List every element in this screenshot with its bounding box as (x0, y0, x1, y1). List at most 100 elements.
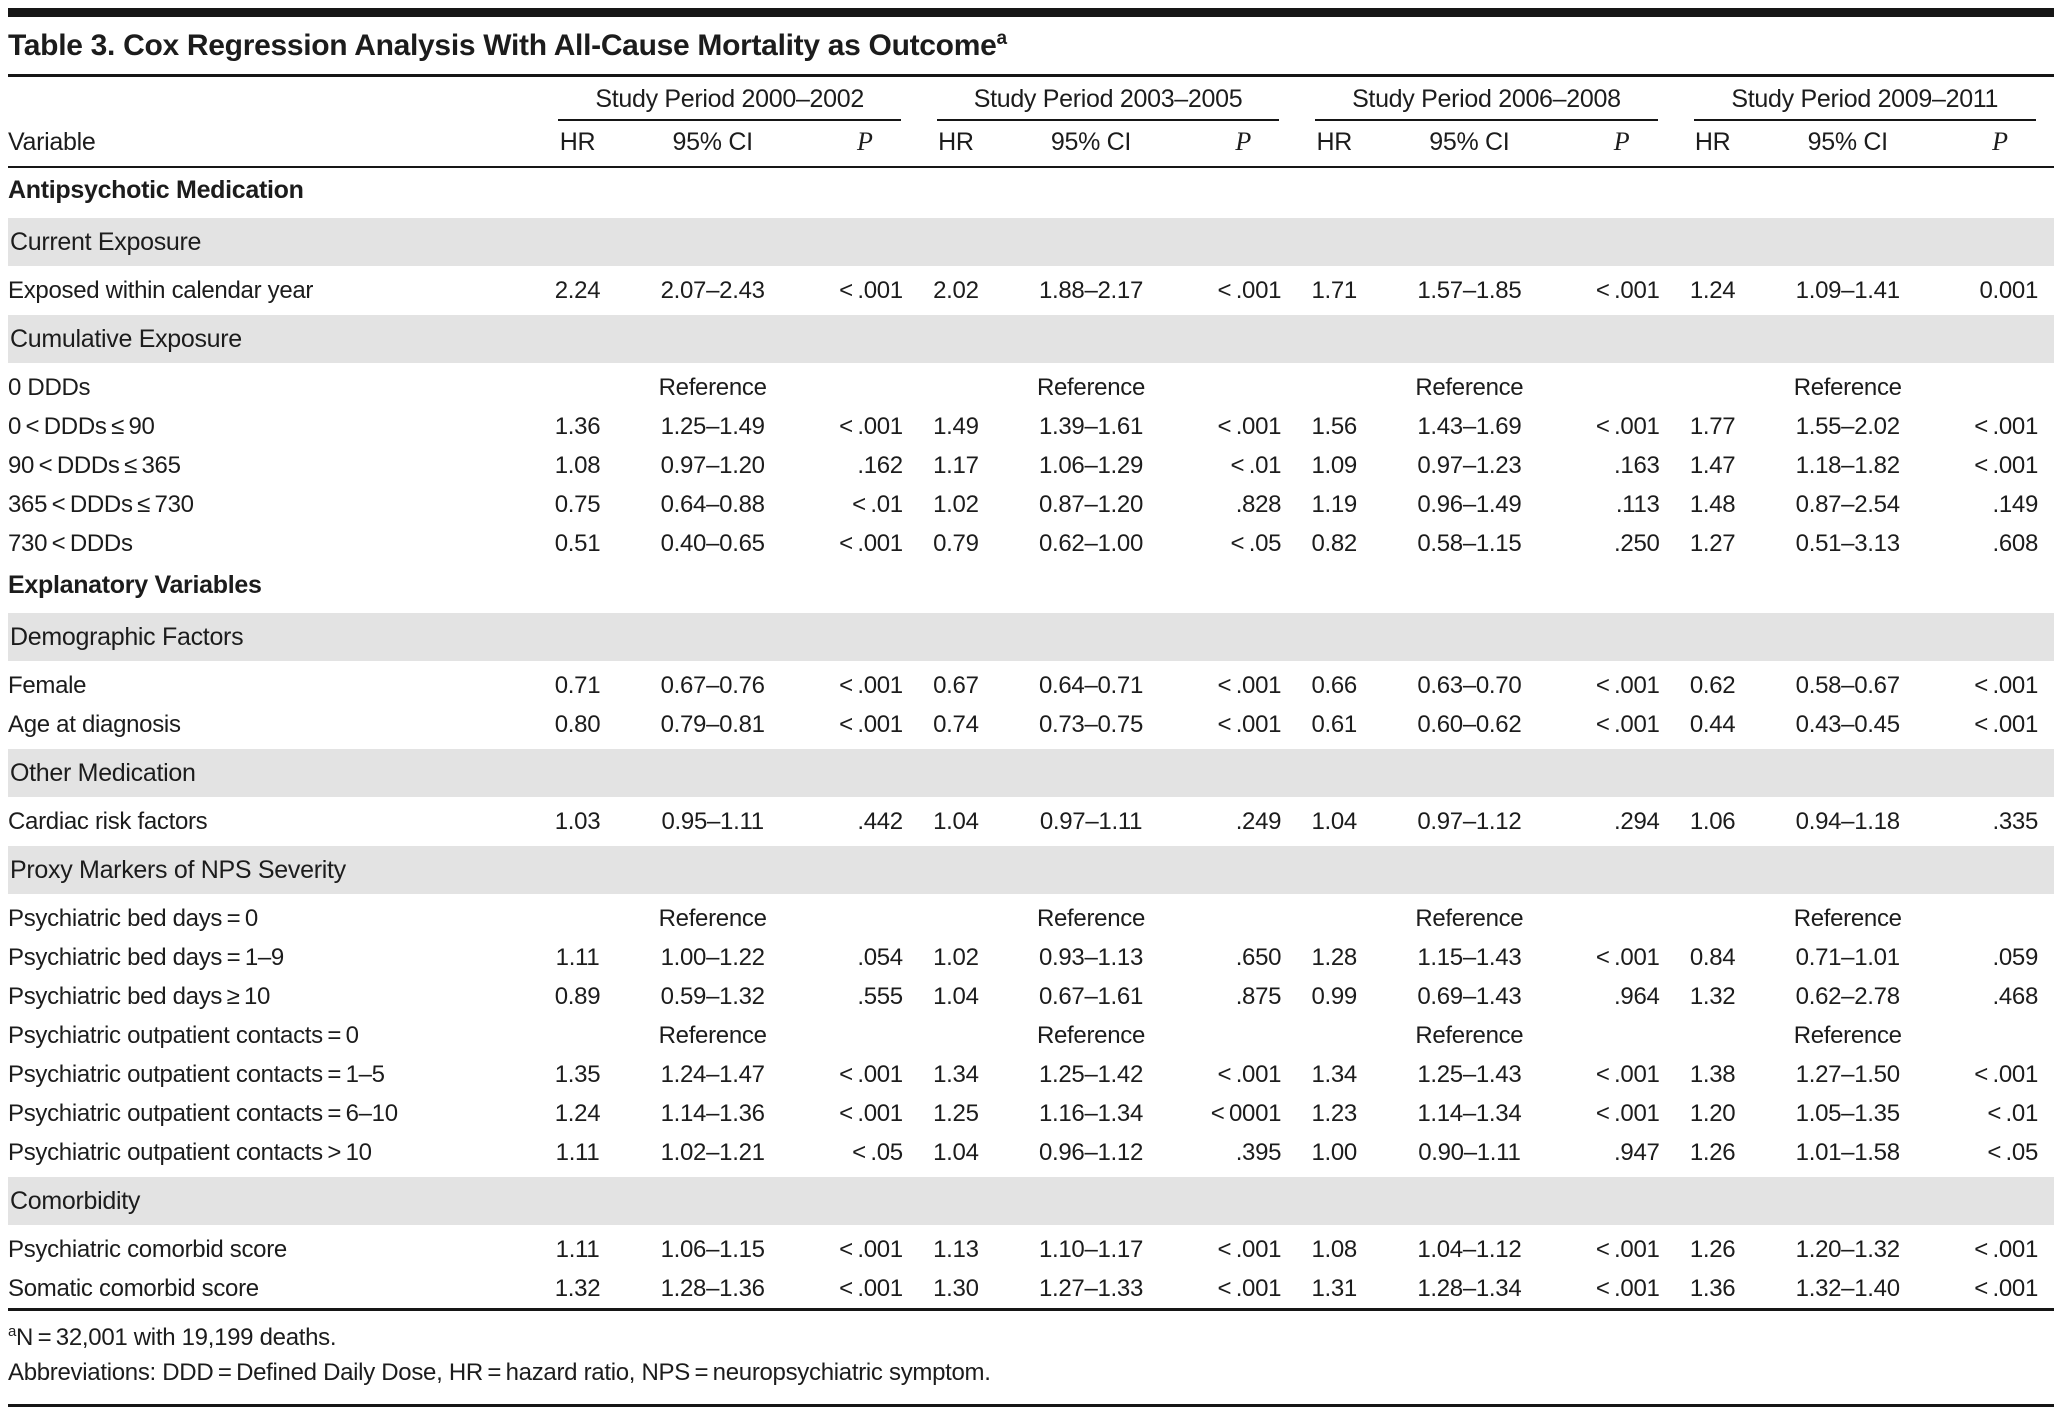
variable-label: Psychiatric outpatient contacts = 0 (8, 1021, 359, 1049)
table-row: Psychiatric comorbid score 1.11 1.06–1.15 <… (8, 1228, 2054, 1270)
cell-ci: 1.05–1.35 (1795, 1099, 1900, 1127)
cell-p: .395 (1235, 1138, 1282, 1166)
table-title-text: Table 3. Cox Regression Analysis With Al… (8, 29, 997, 62)
cell-p: 0.001 (1979, 276, 2038, 304)
cell-p: < .001 (1595, 1099, 1660, 1127)
cell-hr (540, 366, 614, 408)
cell-hr: 1.26 (1689, 1235, 1736, 1263)
variable-label: Psychiatric bed days = 0 (8, 904, 258, 932)
cell-p: < .001 (1217, 1235, 1282, 1263)
cell-hr: 0.61 (1311, 710, 1357, 738)
cell-hr: 0.75 (554, 490, 601, 518)
cell-ci: Reference (1793, 904, 1902, 932)
cell-hr: 1.77 (1689, 412, 1736, 440)
variable-label: Psychiatric outpatient contacts = 6–10 (8, 1099, 398, 1127)
cell-ci: 0.96–1.49 (1417, 490, 1522, 518)
cell-p (1946, 897, 2054, 939)
cell-p: .149 (1992, 490, 2038, 518)
cell-p: < .001 (1217, 1274, 1282, 1302)
cell-ci: Reference (658, 373, 767, 401)
column-header-hr: HR (1675, 121, 1750, 168)
cell-p: .947 (1614, 1138, 1660, 1166)
cell-ci: Reference (1415, 1021, 1524, 1049)
cell-p: < .05 (1230, 529, 1282, 557)
cell-p: < .001 (839, 671, 903, 699)
variable-label: Somatic comorbid score (8, 1274, 259, 1302)
table-row: Female 0.71 0.67–0.76 < .001 0.67 0.64–0.71 < … (8, 664, 2054, 706)
cell-ci: Reference (1036, 1021, 1145, 1049)
table-row: Demographic Factors (8, 608, 2054, 666)
table-row: Cumulative Exposure (8, 310, 2054, 368)
study-period-header: Study Period 2009–2011 (1676, 77, 2054, 121)
cell-ci: 1.00–1.22 (660, 943, 765, 971)
cell-hr: 1.00 (1311, 1138, 1357, 1166)
cell-p: < .001 (1974, 710, 2038, 738)
cell-hr: 1.24 (1689, 276, 1736, 304)
study-period-header: Study Period 2000–2002 (540, 77, 918, 121)
column-header-p: P (1567, 121, 1676, 168)
cell-ci: 1.10–1.17 (1038, 1235, 1144, 1263)
table-row: Explanatory Variables (8, 563, 2054, 611)
cell-p (811, 897, 919, 939)
column-header-hr: HR (1297, 121, 1372, 168)
cell-ci: 0.51–3.13 (1795, 529, 1900, 557)
cell-hr: 1.08 (1311, 1235, 1357, 1263)
cell-p: < .001 (1595, 943, 1660, 971)
column-header-ci: 95% CI (992, 121, 1190, 168)
cell-ci: Reference (658, 1021, 767, 1049)
cell-hr: 1.11 (555, 1138, 600, 1166)
table-row: 730 < DDDs 0.51 0.40–0.65 < .001 0.79 0.62–1.… (8, 524, 2054, 563)
cell-ci: 1.25–1.42 (1038, 1060, 1144, 1088)
cell-p: < .001 (839, 1235, 903, 1263)
cell-ci: 1.14–1.36 (660, 1099, 765, 1127)
cell-p: < .05 (852, 1138, 903, 1166)
table-row: Psychiatric bed days = 0 Reference Referen… (8, 897, 2054, 939)
cell-ci: 0.97–1.20 (660, 451, 765, 479)
variable-label: Female (8, 671, 87, 699)
cell-hr: 1.49 (933, 412, 979, 440)
cell-ci: Reference (1415, 904, 1524, 932)
cell-hr: 1.36 (554, 412, 601, 440)
cell-ci: 0.97–1.11 (1039, 807, 1143, 835)
cell-p: < .001 (1595, 1235, 1660, 1263)
cell-ci: 0.58–1.15 (1417, 529, 1522, 557)
variable-label: Psychiatric comorbid score (8, 1235, 287, 1263)
column-header-row: Variable HR 95% CI P HR 95% CI P HR 95% CI P HR 95… (8, 121, 2054, 168)
cell-hr: 1.13 (933, 1235, 979, 1263)
cell-ci: 0.87–1.20 (1038, 490, 1144, 518)
cell-hr: 1.08 (554, 451, 601, 479)
cell-hr: 0.44 (1689, 710, 1736, 738)
cell-hr: 0.79 (933, 529, 979, 557)
cell-hr: 1.27 (1689, 529, 1736, 557)
cell-ci: 0.64–0.88 (660, 490, 765, 518)
table-row: Current Exposure (8, 213, 2054, 271)
cell-p: < .001 (1217, 1060, 1282, 1088)
cell-hr: 1.19 (1311, 490, 1357, 518)
cell-p: .335 (1992, 807, 2038, 835)
cell-ci: 1.02–1.21 (660, 1138, 765, 1166)
cell-hr: 1.06 (1689, 807, 1736, 835)
table-row: 365 < DDDs ≤ 730 0.75 0.64–0.88 < .01 1.02 0.… (8, 485, 2054, 524)
cell-ci: 1.18–1.82 (1795, 451, 1900, 479)
variable-label: Age at diagnosis (8, 710, 181, 738)
cell-p: < .001 (1217, 710, 1282, 738)
cell-hr: 1.23 (1311, 1099, 1357, 1127)
variable-label: 90 < DDDs ≤ 365 (8, 451, 181, 479)
cell-ci: 0.62–1.00 (1038, 529, 1144, 557)
cell-hr: 1.30 (933, 1274, 979, 1302)
variable-label: Cardiac risk factors (8, 807, 208, 835)
cell-hr (1676, 1016, 1750, 1055)
cell-hr: 1.28 (1311, 943, 1357, 971)
cell-ci: 0.62–2.78 (1795, 982, 1900, 1010)
cell-hr: 2.24 (554, 276, 601, 304)
cell-ci: 1.15–1.43 (1417, 943, 1522, 971)
cell-ci: 1.04–1.12 (1417, 1235, 1522, 1263)
study-period-header: Study Period 2006–2008 (1297, 77, 1675, 121)
table-row: 0 < DDDs ≤ 90 1.36 1.25–1.49 < .001 1.49 1.39… (8, 407, 2054, 446)
variable-column-header: Variable (8, 121, 541, 168)
cell-ci: Reference (1036, 373, 1145, 401)
cell-hr (1297, 366, 1371, 408)
cell-hr: 1.26 (1689, 1138, 1736, 1166)
cell-ci: 0.69–1.43 (1417, 982, 1522, 1010)
study-period-label: Study Period 2003–2005 (936, 85, 1280, 121)
